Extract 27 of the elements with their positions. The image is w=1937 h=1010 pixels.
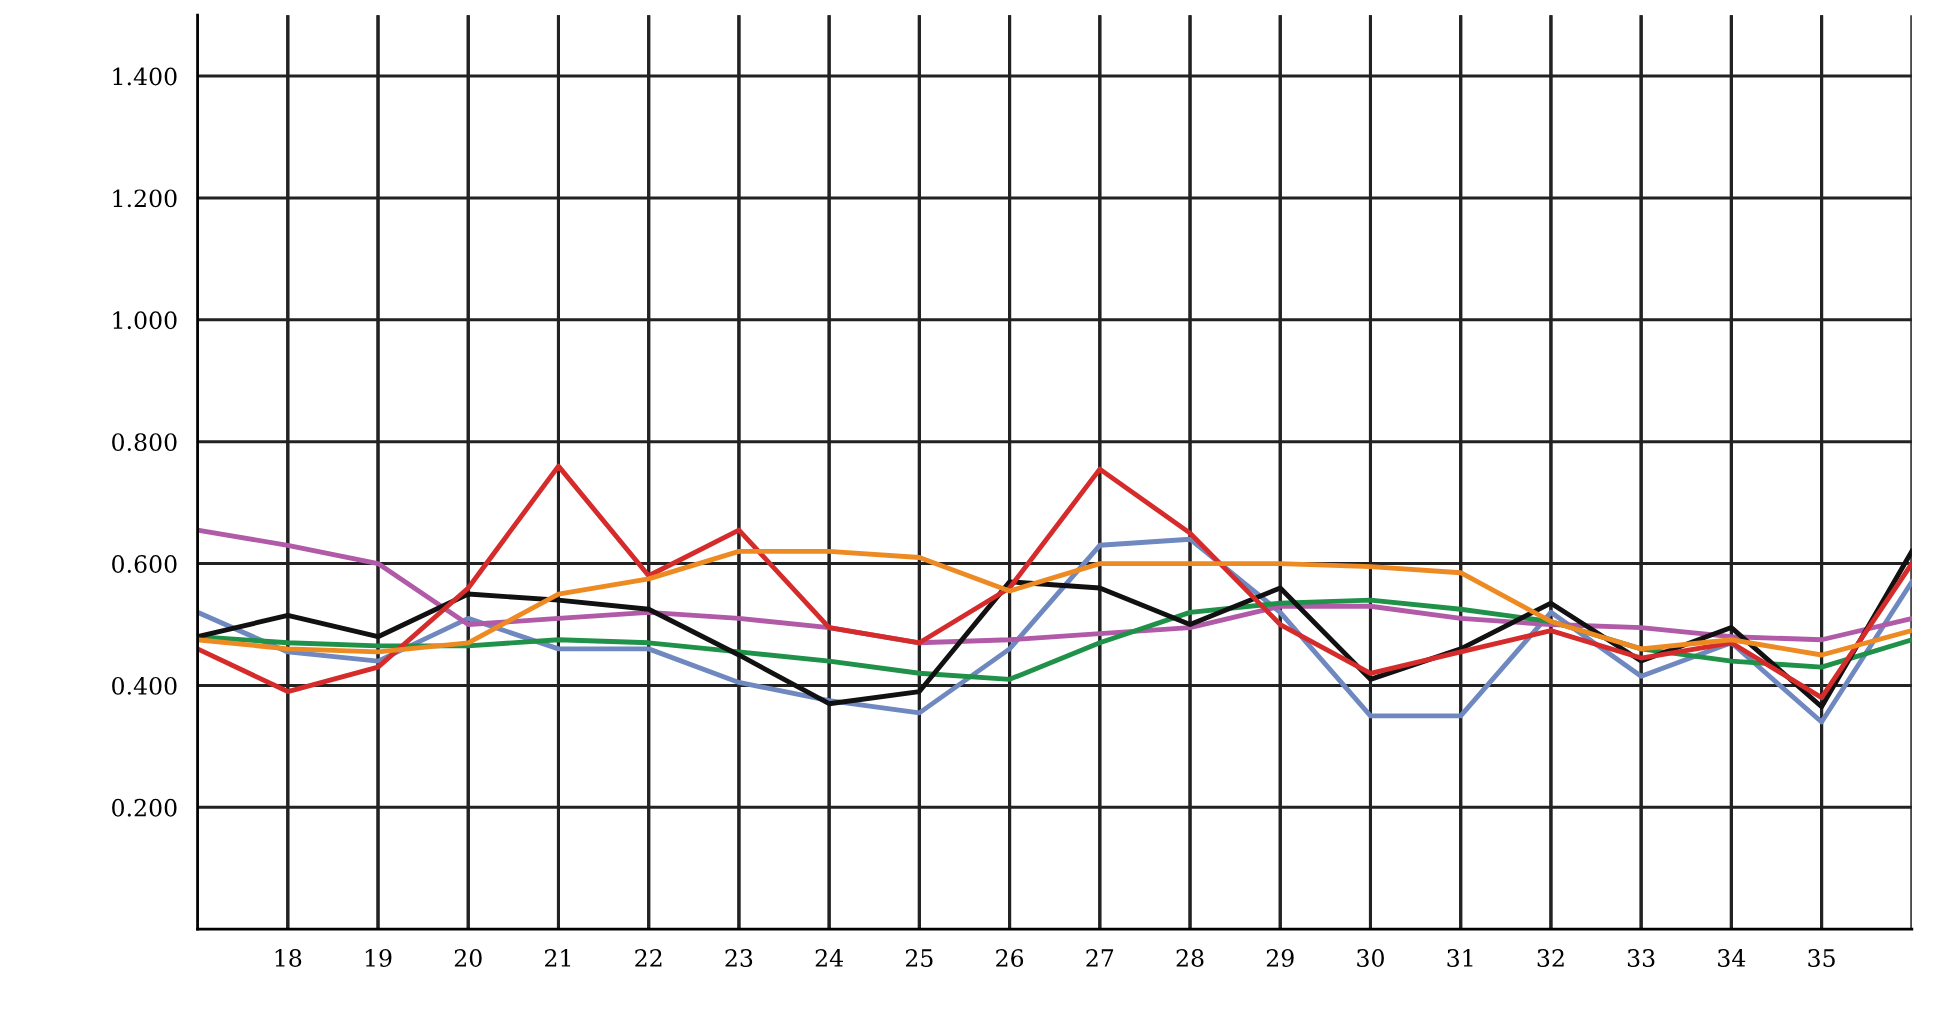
line-series bbox=[197, 548, 1912, 658]
x-tick-label: 26 bbox=[996, 949, 1024, 967]
x-tick-label: 31 bbox=[1447, 949, 1473, 967]
x-tick-label: 33 bbox=[1627, 949, 1655, 967]
y-tick-label: 0.600 bbox=[112, 555, 177, 573]
x-tick-label: 21 bbox=[545, 949, 571, 967]
y-tick-label: 0.200 bbox=[112, 798, 177, 817]
x-tick-label: 22 bbox=[635, 949, 662, 967]
y-tick-label: 1.000 bbox=[113, 311, 177, 330]
x-tick-label: 25 bbox=[905, 949, 933, 967]
x-tick-label: 19 bbox=[365, 949, 392, 967]
x-tick-label: 18 bbox=[275, 949, 302, 967]
y-tick-label: 1.200 bbox=[113, 189, 177, 208]
y-tick-label: 1.400 bbox=[113, 67, 177, 86]
x-tick-label: 27 bbox=[1086, 949, 1114, 967]
x-tick-label: 28 bbox=[1176, 949, 1204, 967]
x-tick-label: 29 bbox=[1266, 949, 1294, 967]
x-tick-label: 20 bbox=[454, 949, 482, 967]
x-tick-label: 35 bbox=[1808, 949, 1835, 967]
x-tick-label: 30 bbox=[1357, 949, 1384, 967]
x-tick-label: 32 bbox=[1537, 949, 1564, 967]
line-series bbox=[197, 463, 1912, 701]
x-tick-label: 23 bbox=[725, 949, 753, 967]
x-tick-label: 34 bbox=[1718, 949, 1746, 967]
y-tick-label: 0.800 bbox=[112, 433, 177, 452]
x-tick-label: 24 bbox=[815, 949, 843, 967]
y-tick-label: 0.400 bbox=[112, 676, 177, 695]
